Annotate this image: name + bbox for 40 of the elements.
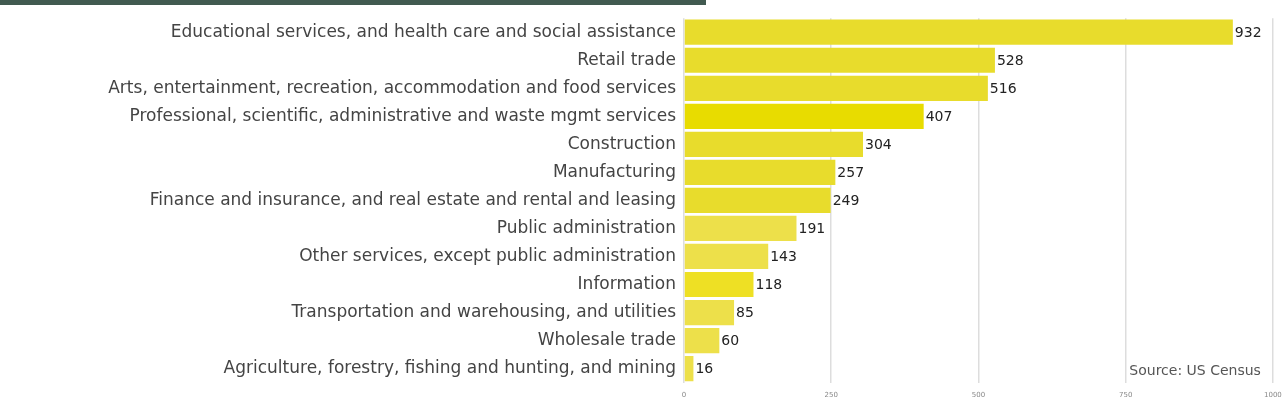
bar	[684, 243, 769, 270]
y-tick-label: Agriculture, forestry, fishing and hunting, and mining	[223, 357, 676, 378]
y-tick-label: Professional, scientific, administrative and waste mgmt services	[129, 104, 677, 125]
data-label: 191	[798, 220, 826, 237]
bar	[684, 159, 836, 185]
data-label: 257	[837, 164, 865, 181]
data-label: 528	[996, 51, 1024, 68]
data-label: 932	[1234, 23, 1262, 40]
y-tick-label: Wholesale trade	[537, 328, 676, 349]
bar	[684, 187, 831, 214]
bar	[684, 131, 864, 157]
bar	[684, 103, 924, 129]
data-label: 407	[925, 107, 953, 124]
data-label: 304	[865, 135, 892, 152]
bar	[684, 47, 995, 73]
bar	[684, 215, 797, 242]
y-tick-label: Retail trade	[577, 48, 676, 69]
bar	[684, 271, 754, 298]
y-tick-label: Other services, except public administration	[299, 244, 676, 265]
y-tick-label: Finance and insurance, and real estate and rental and leasing	[149, 188, 676, 209]
bar	[684, 327, 720, 354]
bar	[684, 19, 1233, 45]
data-label: 516	[989, 79, 1017, 96]
y-tick-label: Manufacturing	[552, 160, 676, 181]
bar	[684, 355, 694, 382]
data-label: 118	[755, 276, 783, 293]
bar	[684, 299, 735, 326]
annotation: Source: US Census	[1129, 362, 1261, 379]
data-label: 249	[832, 192, 860, 209]
data-label: 143	[770, 248, 797, 265]
y-tick-label: Educational services, and health care and social assistance	[170, 20, 676, 41]
data-label: 60	[721, 332, 740, 349]
y-tick-label: Public administration	[496, 216, 676, 237]
y-tick-label: Arts, entertainment, recreation, accommodation and food services	[108, 76, 677, 97]
y-tick-label: Information	[577, 272, 676, 293]
bar	[684, 75, 988, 101]
data-label: 85	[736, 304, 754, 321]
y-tick-label: Construction	[567, 132, 676, 153]
data-label: 16	[695, 360, 714, 377]
y-tick-label: Transportation and warehousing, and utilities	[290, 300, 677, 321]
